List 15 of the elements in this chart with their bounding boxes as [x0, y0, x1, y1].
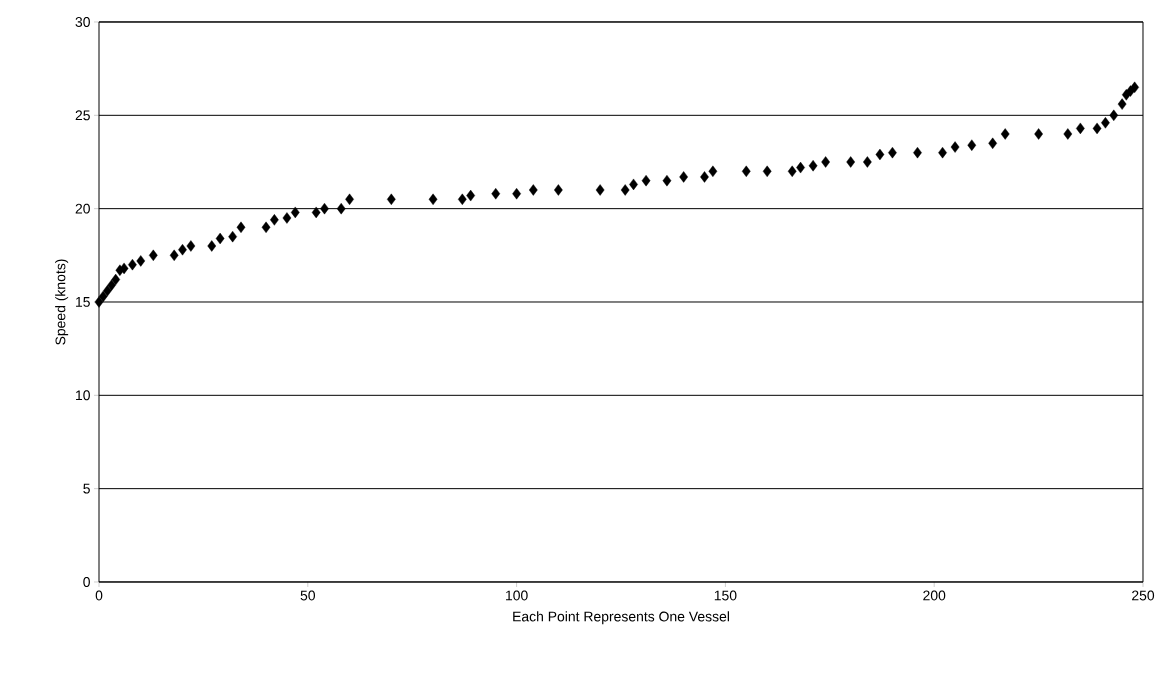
x-tick-label: 150 — [714, 590, 737, 601]
y-tick-label: 10 — [76, 390, 90, 401]
y-tick-label: 5 — [83, 483, 90, 494]
x-tick-label: 200 — [923, 590, 946, 601]
x-tick-label: 250 — [1132, 590, 1155, 601]
y-tick-label: 25 — [75, 110, 90, 121]
y-tick-label: 20 — [75, 203, 90, 214]
y-tick-label: 0 — [83, 577, 90, 587]
x-tick-label: 50 — [300, 590, 316, 601]
y-tick-label: 15 — [76, 297, 90, 307]
y-axis-title: Speed (knots) — [55, 259, 69, 345]
x-axis-title: Each Point Represents One Vessel — [513, 611, 729, 625]
x-tick-label: 100 — [506, 590, 528, 601]
y-tick-label: 30 — [75, 17, 90, 27]
x-tick-label: 0 — [95, 590, 103, 601]
